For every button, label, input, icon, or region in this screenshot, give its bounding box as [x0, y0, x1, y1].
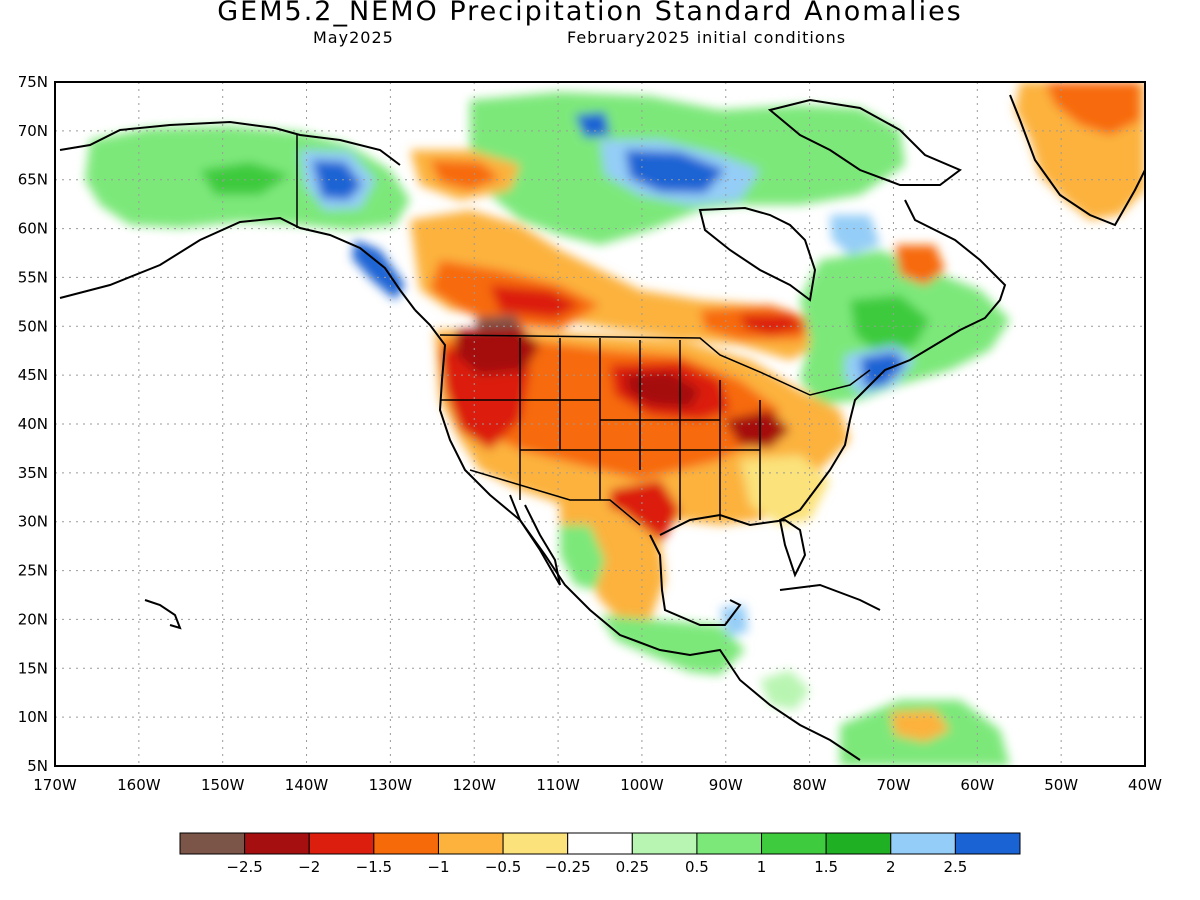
coast-hawaii — [144, 599, 182, 630]
field-mexico-wet — [560, 525, 605, 590]
field-plains-dry-core — [625, 372, 700, 408]
field-baffin-blue-core — [625, 150, 725, 193]
field-bc-coast-blue — [352, 240, 405, 300]
latitude-label: 35N — [18, 464, 48, 482]
latitude-label: 70N — [18, 122, 48, 140]
longitude-label: 90W — [709, 776, 743, 794]
latitude-labels: 75N 70N 65N 60N 55N 50N 45N 40N 35N 30N 25N 20N 15N 1… — [18, 73, 48, 775]
initial-conditions: February2025 initial conditions — [567, 28, 847, 47]
latitude-label: 5N — [27, 757, 48, 775]
legend-label: 0.25 — [616, 858, 649, 876]
field-labrador-dry — [895, 245, 945, 285]
field-arctic-blue — [575, 112, 610, 138]
coastlines — [59, 94, 1145, 761]
latitude-label: 40N — [18, 415, 48, 433]
longitude-label: 130W — [369, 776, 413, 794]
coast-gulf — [649, 419, 851, 626]
forecast-month: May2025 — [313, 28, 394, 47]
legend-label: 2.5 — [943, 858, 967, 876]
longitude-label: 150W — [201, 776, 245, 794]
legend-swatch — [890, 832, 956, 855]
legend-swatch — [179, 832, 246, 855]
legend-swatch — [696, 832, 763, 855]
field-nw-canada-dry-strong — [430, 160, 500, 190]
legend-swatch — [761, 832, 827, 855]
border-us-canada — [439, 334, 871, 396]
longitude-label: 40W — [1128, 776, 1162, 794]
legend-swatch — [308, 832, 375, 855]
field-pnw-very-dry — [455, 328, 540, 375]
longitude-label: 110W — [536, 776, 580, 794]
field-ontario-dry-core — [740, 315, 805, 335]
field-labrador-blue — [830, 215, 880, 255]
coast-east — [849, 199, 1007, 421]
coast-west — [414, 309, 861, 761]
latitude-label: 20N — [18, 610, 48, 628]
longitude-label: 140W — [285, 776, 329, 794]
legend-label: −0.25 — [545, 858, 591, 876]
latitude-label: 60N — [18, 220, 48, 238]
legend-swatch — [244, 832, 310, 855]
legend-swatch — [954, 832, 1021, 855]
latitude-label: 65N — [18, 171, 48, 189]
longitude-label: 120W — [452, 776, 496, 794]
legend-swatch — [825, 832, 892, 855]
coast-hudson — [698, 206, 817, 302]
latitude-label: 75N — [18, 73, 48, 91]
latitude-label: 10N — [18, 708, 48, 726]
legend-label: 1.5 — [814, 858, 838, 876]
coast-greenland — [1009, 94, 1145, 227]
latitude-label: 25N — [18, 562, 48, 580]
coast-cuba — [779, 583, 881, 611]
legend-label: −1.5 — [356, 858, 392, 876]
state-lines — [440, 338, 761, 520]
field-yucatan-blue — [720, 605, 748, 636]
latitude-label: 50N — [18, 317, 48, 335]
legend-swatch — [502, 832, 569, 855]
legend-swatch — [373, 832, 439, 855]
field-mexico-south-wet — [600, 615, 745, 675]
latitude-label: 15N — [18, 659, 48, 677]
legend-swatch — [631, 832, 698, 855]
legend-label: −2.5 — [226, 858, 262, 876]
field-sa-dry — [890, 710, 950, 742]
graticule — [55, 82, 1145, 766]
field-quebec-wet-strong — [850, 295, 930, 355]
legend-label: 2 — [886, 858, 896, 876]
coast-baffin — [767, 98, 962, 186]
field-ohio-dry-strong — [725, 410, 790, 448]
longitude-label: 80W — [793, 776, 827, 794]
longitude-labels: 170W 160W 150W 140W 130W 120W 110W 100W 90W 80W 70… — [33, 776, 1162, 794]
field-caribbean-wet — [760, 670, 810, 710]
legend-label: 0.5 — [685, 858, 709, 876]
map-title: GEM5.2_NEMO Precipitation Standard Anoma… — [217, 0, 963, 27]
longitude-label: 160W — [117, 776, 161, 794]
field-newengland-blue-core — [860, 352, 905, 388]
longitude-label: 170W — [33, 776, 77, 794]
border-us-mexico — [469, 469, 641, 526]
field-prairie-dry-core — [490, 285, 580, 318]
legend-swatch — [567, 832, 633, 855]
longitude-label: 100W — [620, 776, 664, 794]
field-greenland-dry-strong — [1045, 82, 1140, 135]
legend-label: −2 — [298, 858, 320, 876]
coast-alaska — [59, 120, 416, 311]
legend-label: 1 — [757, 858, 767, 876]
latitude-label: 45N — [18, 366, 48, 384]
longitude-label: 70W — [877, 776, 911, 794]
legend-label: −0.5 — [485, 858, 521, 876]
legend-label: −1 — [427, 858, 449, 876]
legend-swatch — [437, 832, 504, 855]
political-boundaries — [296, 135, 871, 526]
field-alaska-wet-strong — [200, 162, 290, 195]
longitude-label: 60W — [960, 776, 994, 794]
latitude-label: 55N — [18, 268, 48, 286]
coast-baja — [509, 494, 561, 586]
longitude-label: 50W — [1044, 776, 1078, 794]
latitude-label: 30N — [18, 513, 48, 531]
color-legend: −2.5 −2 −1.5 −1 −0.5 −0.25 0.25 0.5 1 1.5 2 2.5 — [179, 832, 1021, 876]
map-frame — [54, 81, 1146, 767]
